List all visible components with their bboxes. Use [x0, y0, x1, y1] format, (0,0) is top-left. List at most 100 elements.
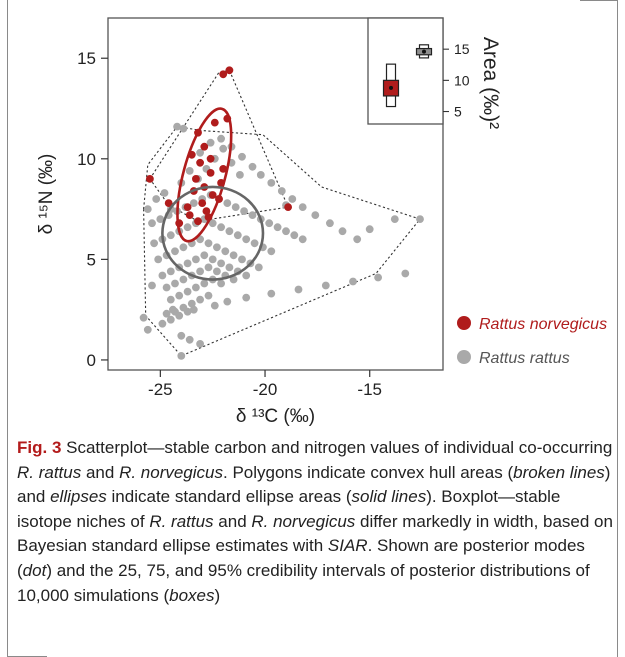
rattus-point	[213, 243, 221, 252]
frame-border-right	[617, 0, 619, 657]
norvegicus-point	[206, 154, 215, 163]
norvegicus-point	[198, 199, 207, 208]
rattus-point	[158, 271, 167, 280]
norvegicus-point	[225, 66, 234, 75]
inset-border	[367, 17, 444, 125]
rattus-point	[223, 199, 232, 208]
rattus-point	[196, 295, 205, 304]
rattus-point	[298, 235, 307, 244]
rattus-point	[210, 301, 219, 310]
plot-border	[107, 17, 444, 371]
rattus-point	[217, 223, 226, 232]
scatter-chart: -25 -20 -15 0 5 10 15 δ ¹³C (‰) δ ¹⁵N (‰) 5 10 15 A…	[36, 17, 607, 427]
rattus-point	[156, 215, 165, 224]
y-axis-label: δ ¹⁵N (‰)	[36, 154, 57, 235]
rattus-point	[374, 273, 382, 282]
rattus-point	[196, 148, 205, 157]
rattus-point	[204, 239, 213, 248]
norvegicus-point	[164, 199, 173, 208]
norvegicus-point	[210, 118, 219, 127]
rattus-point	[349, 277, 357, 286]
species-name: R. rattus	[17, 462, 82, 482]
rattus-point	[187, 299, 196, 308]
rattus-point	[154, 255, 163, 264]
rattus-point	[416, 215, 424, 224]
rattus-point	[256, 171, 265, 179]
rattus-point	[189, 305, 198, 314]
rattus-point	[171, 247, 179, 256]
rattus-point	[192, 283, 200, 292]
rattus-point	[311, 211, 320, 220]
norvegicus-point	[196, 158, 205, 167]
inset-axis-label: Area (‰)²	[479, 37, 502, 129]
y-tick-label: 15	[77, 49, 96, 68]
rattus-point	[217, 259, 226, 268]
rattus-point	[233, 231, 242, 240]
rattus-point	[238, 152, 246, 161]
rattus-point	[267, 247, 276, 256]
x-tick-label: -20	[253, 380, 278, 399]
legend: Rattus norvegicus Rattus rattus	[457, 316, 607, 367]
rattus-point	[200, 251, 209, 260]
caption-text: and	[213, 511, 252, 531]
standard-ellipses	[161, 107, 265, 281]
rattus-point	[183, 287, 192, 296]
rattus-point	[183, 259, 192, 268]
rattus-point	[173, 122, 182, 131]
rattus-point	[183, 223, 192, 232]
rattus-point	[250, 239, 259, 248]
caption-emphasis: SIAR	[327, 536, 368, 556]
rattus-point	[166, 295, 175, 304]
plot-area	[107, 17, 444, 371]
legend-label: Rattus rattus	[479, 350, 570, 367]
frame-border-bottom	[7, 655, 47, 657]
rattus-point	[217, 279, 226, 288]
caption-emphasis: ellipses	[50, 487, 107, 507]
rattus-point	[166, 231, 175, 240]
rattus-point	[225, 263, 234, 272]
caption-text: . Shown are posterior modes (	[17, 536, 585, 580]
rattus-point	[162, 309, 171, 318]
rattus-point	[185, 335, 194, 344]
rattus-point	[192, 255, 200, 264]
rattus-point	[179, 124, 188, 133]
rattus-point	[353, 235, 362, 244]
rattus-point	[148, 219, 156, 228]
rattus-point	[179, 243, 188, 252]
rattus-point	[248, 162, 257, 171]
rattus-point	[267, 179, 276, 187]
rattus-point	[390, 215, 399, 224]
rattus-point	[298, 203, 307, 212]
inset-mode-dot	[389, 85, 393, 90]
rattus-point	[326, 219, 334, 228]
rattus-point	[225, 227, 234, 236]
inset-y-tick-label: 15	[454, 41, 470, 57]
rattus-point	[204, 291, 213, 300]
norvegicus-point	[202, 207, 211, 216]
rattus-point	[189, 199, 198, 208]
caption-text: . Polygons indicate convex hull areas (	[223, 462, 514, 482]
norvegicus-point	[219, 70, 228, 79]
rattus-point	[175, 291, 184, 300]
rattus-point	[267, 289, 276, 298]
rattus-point	[185, 167, 194, 175]
caption-text: ). Boxplot—stable isotope niches of	[17, 487, 561, 531]
rattus-point	[290, 231, 299, 240]
rattus-point	[242, 235, 251, 244]
rattus-point	[208, 255, 217, 264]
rattus-point	[177, 352, 186, 360]
rattus-point	[166, 315, 175, 324]
rattus-point	[242, 271, 251, 280]
caption-text: )	[214, 585, 221, 605]
rattus-point	[236, 171, 244, 179]
rattus-point	[321, 281, 330, 290]
caption-emphasis: boxes	[169, 585, 215, 605]
norvegicus-point	[206, 169, 215, 177]
rattus-point	[143, 205, 152, 214]
rattus-point	[175, 311, 184, 320]
rattus-point	[169, 305, 177, 314]
y-tick-label: 10	[77, 150, 96, 169]
rattus-point	[294, 285, 303, 294]
figure-label: Fig. 3	[17, 438, 62, 457]
